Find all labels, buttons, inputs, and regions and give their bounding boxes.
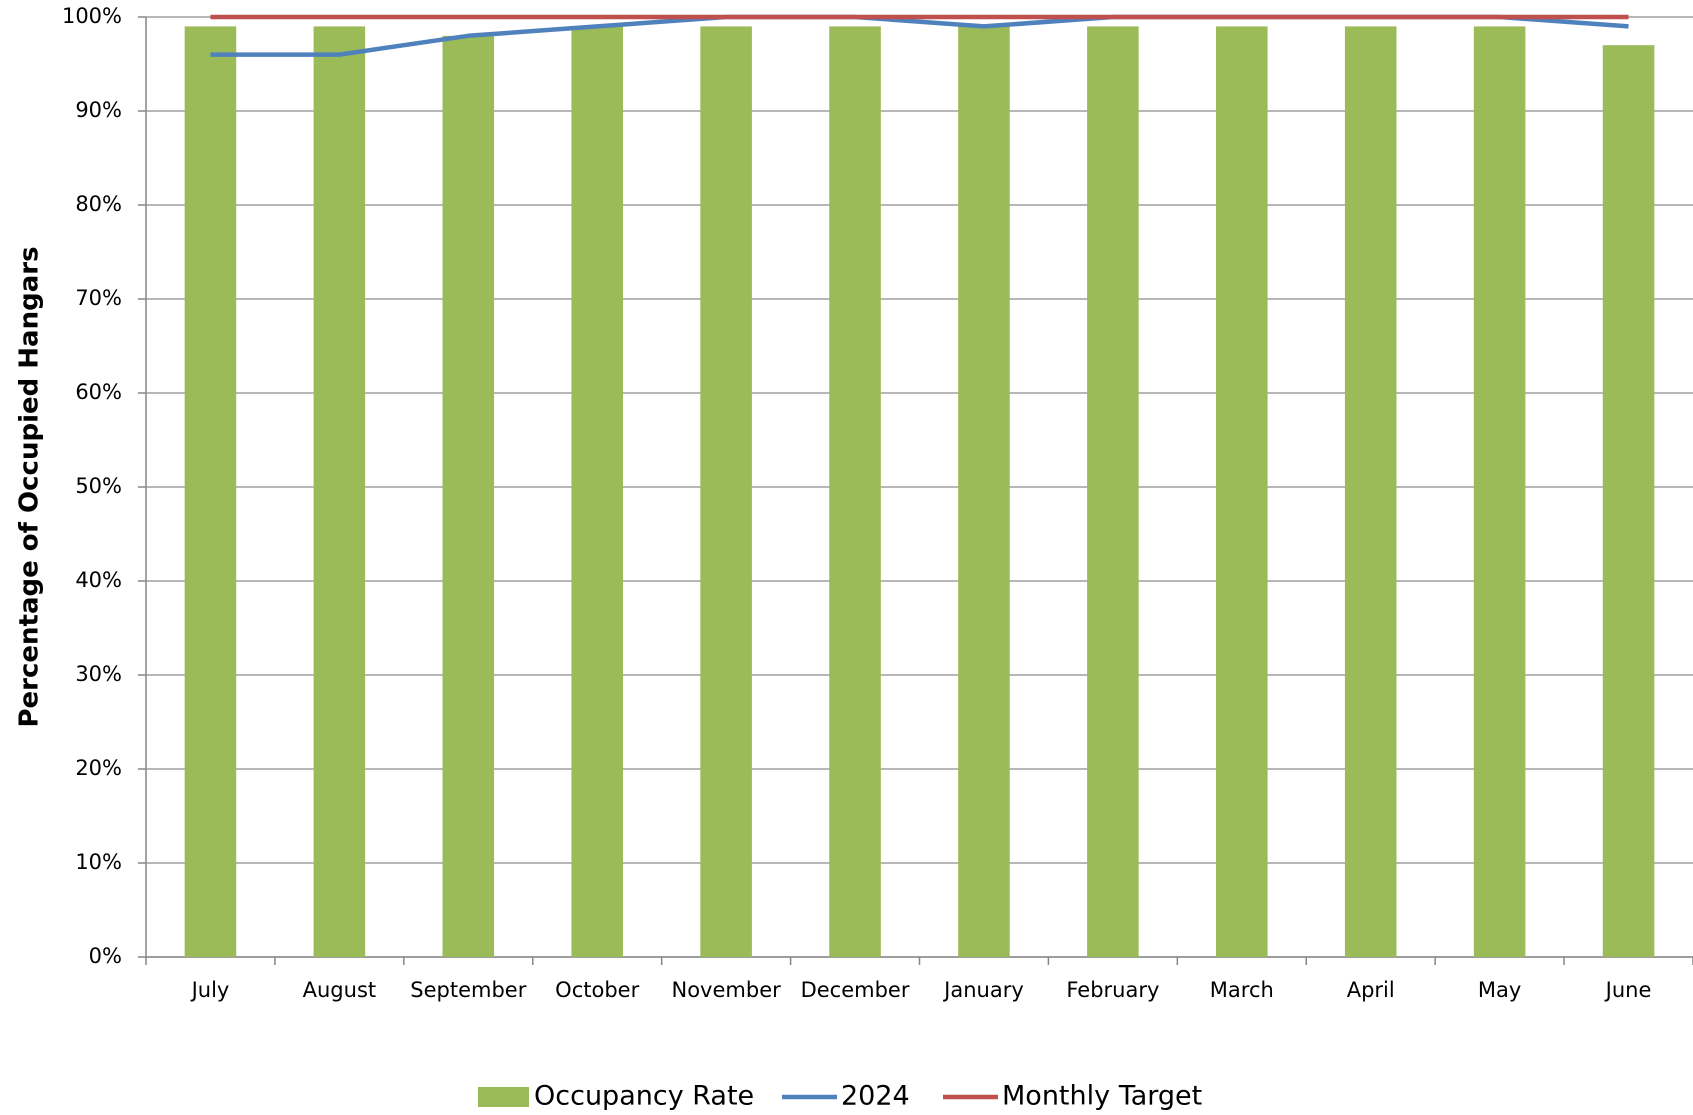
bar	[700, 26, 752, 957]
y-tick-label: 70%	[75, 286, 122, 310]
x-tick-label: January	[942, 978, 1024, 1002]
y-tick-label: 50%	[75, 474, 122, 498]
legend-label: Monthly Target	[1002, 1081, 1202, 1112]
y-axis-title: Percentage of Occupied Hangars	[15, 246, 45, 727]
x-tick-label: February	[1066, 978, 1159, 1002]
x-tick-label: May	[1478, 978, 1521, 1002]
x-tick-label: June	[1604, 978, 1652, 1002]
y-tick-label: 0%	[89, 944, 122, 968]
line-series	[210, 14, 1629, 57]
bar	[313, 26, 366, 957]
x-tick-label: August	[303, 978, 377, 1002]
bar	[1344, 26, 1397, 957]
bar	[442, 35, 495, 958]
legend-label: 2024	[841, 1081, 910, 1112]
y-tick-label: 10%	[75, 850, 122, 874]
x-tick-label: April	[1347, 978, 1395, 1002]
x-tick-label: September	[410, 978, 526, 1002]
y-tick-label: 100%	[62, 4, 122, 28]
x-tick-label: July	[190, 978, 230, 1002]
y-tick-label: 80%	[75, 192, 122, 216]
bar	[184, 26, 237, 957]
y-tick-label: 60%	[75, 380, 122, 404]
x-tick-label: November	[672, 978, 782, 1002]
bar	[1602, 45, 1655, 957]
y-tick-label: 40%	[75, 568, 122, 592]
bar	[958, 26, 1010, 957]
y-tick-label: 20%	[75, 756, 122, 780]
y-tick-label: 30%	[75, 662, 122, 686]
x-tick-label: October	[555, 978, 639, 1002]
bar	[1473, 26, 1526, 957]
legend-swatch	[478, 1087, 529, 1107]
x-tick-label: December	[801, 978, 910, 1002]
bar	[1216, 26, 1268, 957]
bar	[571, 26, 623, 957]
bar	[1087, 26, 1139, 957]
bar	[829, 26, 881, 957]
y-tick-label: 90%	[75, 98, 122, 122]
x-tick-label: March	[1210, 978, 1274, 1002]
legend-label: Occupancy Rate	[534, 1081, 754, 1112]
